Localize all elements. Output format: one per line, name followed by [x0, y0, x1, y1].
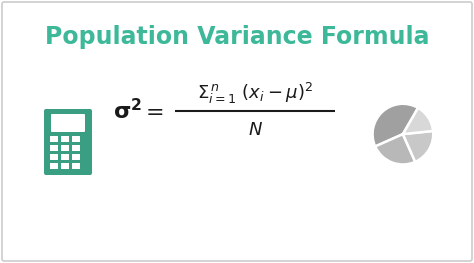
Text: $\Sigma^{\,n}_{i=1}\ (x_i - \mu)^2$: $\Sigma^{\,n}_{i=1}\ (x_i - \mu)^2$ [197, 80, 313, 105]
FancyBboxPatch shape [73, 154, 81, 159]
FancyBboxPatch shape [2, 2, 472, 261]
Text: $\mathbf{\sigma^2}$: $\mathbf{\sigma^2}$ [113, 98, 143, 124]
Wedge shape [403, 131, 433, 162]
FancyBboxPatch shape [62, 154, 70, 159]
FancyBboxPatch shape [62, 144, 70, 150]
Text: $=$: $=$ [141, 101, 163, 121]
FancyBboxPatch shape [44, 109, 92, 175]
Wedge shape [403, 108, 433, 134]
FancyBboxPatch shape [73, 135, 81, 141]
FancyBboxPatch shape [73, 163, 81, 169]
FancyBboxPatch shape [73, 144, 81, 150]
FancyBboxPatch shape [51, 144, 58, 150]
Text: $N$: $N$ [247, 121, 263, 139]
Wedge shape [375, 134, 415, 164]
FancyBboxPatch shape [62, 135, 70, 141]
Text: Population Variance Formula: Population Variance Formula [45, 25, 429, 49]
FancyBboxPatch shape [62, 163, 70, 169]
FancyBboxPatch shape [51, 163, 58, 169]
FancyBboxPatch shape [51, 135, 58, 141]
Wedge shape [373, 104, 418, 146]
FancyBboxPatch shape [51, 154, 58, 159]
FancyBboxPatch shape [51, 114, 85, 132]
